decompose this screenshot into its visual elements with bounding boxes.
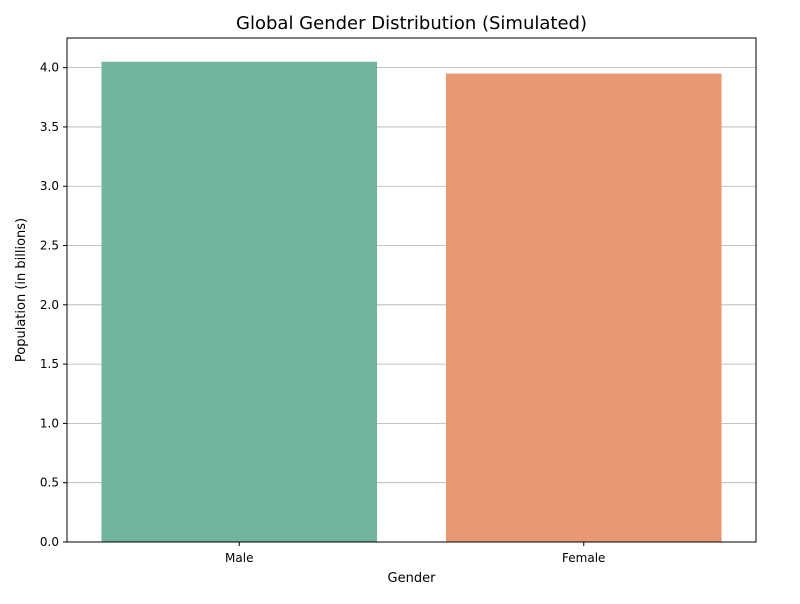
y-tick-label: 3.0 bbox=[40, 179, 59, 193]
chart-title: Global Gender Distribution (Simulated) bbox=[236, 13, 587, 34]
y-tick-label: 0.0 bbox=[40, 535, 59, 549]
y-tick-label: 2.5 bbox=[40, 239, 59, 253]
y-tick-label: 4.0 bbox=[40, 61, 59, 75]
plot-area-frame bbox=[66, 37, 757, 543]
y-tick-label: 1.5 bbox=[40, 357, 59, 371]
x-tick-label: Female bbox=[562, 551, 605, 565]
x-tick-label: Male bbox=[225, 551, 253, 565]
bars bbox=[101, 61, 722, 542]
y-tick-label: 0.5 bbox=[40, 476, 59, 490]
y-tick-label: 2.0 bbox=[40, 298, 59, 312]
bar-female bbox=[445, 73, 722, 542]
y-tick-label: 3.5 bbox=[40, 120, 59, 134]
y-axis-label: Population (in billions) bbox=[14, 218, 29, 362]
y-tick-label: 1.0 bbox=[40, 416, 59, 430]
axis-ticks: 0.0 0.5 1.0 1.5 2.0 2.5 3.0 3.5 4.0 Male Female bbox=[40, 61, 606, 565]
x-axis-label: Gender bbox=[388, 571, 437, 586]
bar-male bbox=[101, 61, 378, 542]
